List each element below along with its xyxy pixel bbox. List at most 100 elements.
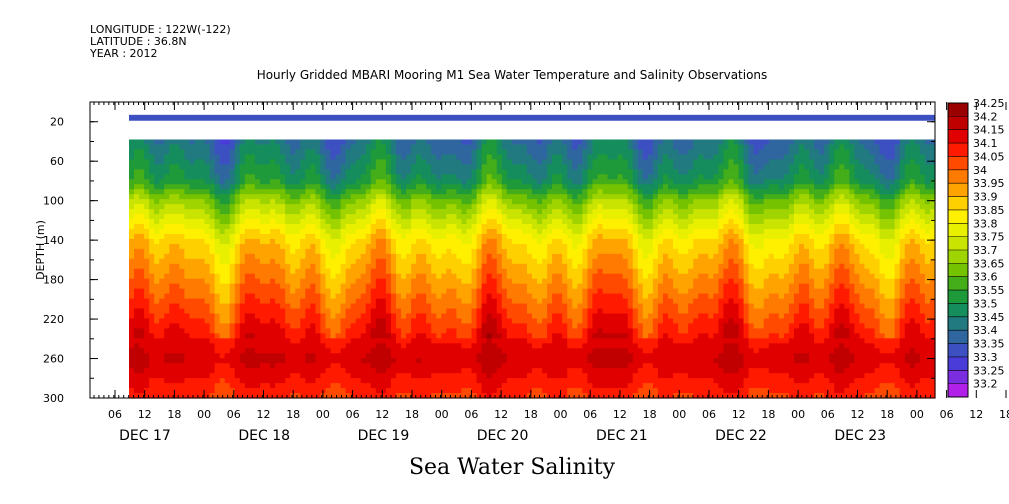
salinity-cell [516, 253, 523, 260]
salinity-cell [265, 248, 271, 255]
salinity-cell [350, 243, 357, 250]
salinity-cell [552, 323, 558, 329]
salinity-cell [592, 204, 599, 210]
salinity-cell [446, 169, 452, 175]
salinity-cell [476, 238, 483, 245]
salinity-cell [295, 233, 301, 240]
salinity-cell [521, 278, 528, 285]
salinity-cell [506, 243, 513, 250]
salinity-cell [320, 353, 327, 359]
salinity-cell [340, 288, 347, 295]
salinity-cell [486, 278, 493, 285]
salinity-cell [506, 189, 513, 195]
salinity-cell [325, 179, 332, 185]
salinity-cell [259, 238, 266, 245]
salinity-cell [587, 189, 594, 195]
salinity-cell [552, 164, 558, 170]
salinity-cell [305, 283, 311, 290]
salinity-cell [149, 174, 155, 180]
salinity-cell [360, 228, 367, 235]
salinity-cell [416, 144, 422, 151]
salinity-cell [592, 268, 599, 275]
salinity-cell [466, 228, 473, 235]
salinity-cell [375, 233, 382, 240]
salinity-cell [169, 164, 175, 170]
salinity-cell [310, 219, 316, 225]
salinity-cell [340, 348, 347, 354]
salinity-cell [577, 318, 583, 325]
salinity-cell [154, 169, 160, 175]
salinity-cell [375, 154, 382, 160]
salinity-cell [174, 363, 180, 369]
salinity-cell [144, 298, 150, 305]
salinity-cell [229, 293, 236, 300]
salinity-cell [547, 313, 553, 320]
salinity-cell [602, 318, 609, 325]
salinity-cell [330, 373, 337, 379]
salinity-cell [310, 248, 316, 255]
salinity-cell [164, 214, 170, 220]
salinity-cell [486, 303, 493, 310]
salinity-cell [149, 164, 155, 170]
salinity-cell [370, 278, 377, 285]
salinity-cell [506, 214, 513, 220]
salinity-cell [436, 214, 442, 220]
salinity-cell [572, 199, 578, 205]
salinity-cell [390, 199, 397, 205]
salinity-cell [305, 328, 311, 334]
salinity-cell [385, 199, 392, 205]
salinity-cell [305, 144, 311, 151]
salinity-cell [476, 373, 483, 379]
salinity-cell [139, 243, 145, 250]
salinity-cell [194, 214, 201, 220]
salinity-cell [219, 328, 226, 334]
salinity-cell [174, 238, 180, 245]
salinity-cell [486, 199, 493, 205]
salinity-cell [577, 303, 583, 310]
salinity-cell [149, 219, 155, 225]
salinity-cell [481, 238, 488, 245]
salinity-cell [562, 323, 568, 329]
salinity-cell [139, 298, 145, 305]
salinity-cell [345, 144, 352, 151]
salinity-cell [275, 343, 281, 349]
salinity-cell [295, 348, 301, 354]
salinity-cell [355, 273, 362, 280]
salinity-cell [496, 189, 503, 195]
year-text: YEAR : 2012 [90, 47, 158, 60]
salinity-cell [481, 159, 488, 165]
salinity-cell [466, 204, 473, 210]
salinity-cell [446, 278, 452, 285]
salinity-cell [275, 199, 281, 205]
salinity-cell [521, 288, 528, 295]
salinity-cell [431, 298, 437, 305]
salinity-cell [219, 318, 226, 325]
salinity-cell [416, 194, 422, 200]
salinity-cell [179, 209, 186, 215]
salinity-cell [406, 219, 412, 225]
salinity-cell [209, 169, 216, 175]
salinity-cell [254, 189, 261, 195]
salinity-cell [234, 348, 241, 354]
salinity-cell [204, 224, 211, 230]
salinity-cell [456, 323, 463, 329]
salinity-cell [421, 313, 427, 320]
salinity-cell [370, 343, 377, 349]
salinity-cell [385, 144, 392, 151]
salinity-cell [496, 338, 503, 344]
salinity-cell [280, 149, 286, 156]
salinity-cell [406, 308, 412, 315]
salinity-cell [214, 189, 221, 195]
salinity-cell [335, 283, 342, 290]
salinity-cell [562, 313, 568, 320]
salinity-cell [209, 154, 216, 160]
salinity-cell [491, 238, 498, 245]
salinity-cell [385, 393, 392, 399]
salinity-cell [416, 358, 422, 364]
salinity-cell [607, 313, 614, 320]
salinity-cell [567, 358, 573, 364]
salinity-cell [390, 333, 397, 339]
salinity-cell [254, 214, 261, 220]
salinity-cell [587, 164, 594, 170]
salinity-cell [557, 313, 563, 320]
